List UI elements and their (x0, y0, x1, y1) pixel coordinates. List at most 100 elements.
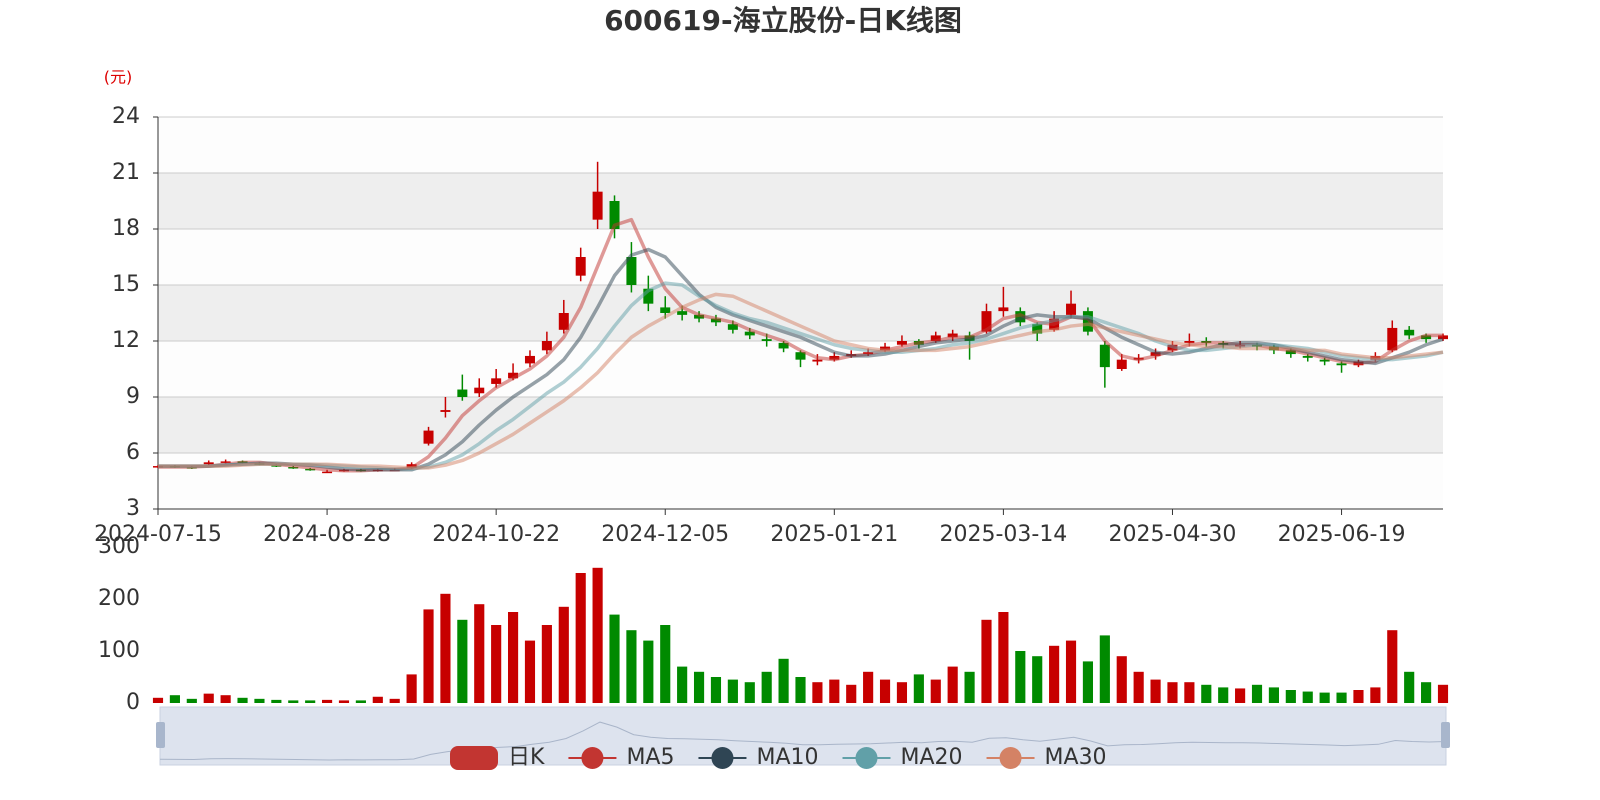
candle-body (491, 378, 502, 384)
volume-bar (338, 700, 350, 703)
legend-label: MA20 (901, 745, 963, 770)
volume-bar (1015, 651, 1026, 703)
candle-body (1066, 303, 1077, 315)
legend-item[interactable]: MA10 (698, 745, 819, 770)
volume-bar (288, 700, 299, 703)
candle-body (1336, 363, 1347, 366)
candle-body (710, 318, 721, 323)
volume-bar (1404, 671, 1415, 703)
volume-bar (169, 695, 180, 703)
split-area (158, 285, 1443, 341)
candle-body (1116, 359, 1127, 369)
volume-bar (541, 625, 552, 703)
ma-line (158, 292, 1444, 470)
x-tick-label: 2024-12-05 (601, 522, 729, 547)
volume-bar (1150, 679, 1161, 703)
candle-body (880, 346, 891, 351)
candle-body (1032, 324, 1043, 334)
candle-body (1438, 335, 1448, 340)
volume-bar (1049, 645, 1060, 703)
y-tick-label: 21 (112, 160, 140, 185)
volume-bar (1336, 692, 1347, 703)
volume-bar (677, 666, 688, 703)
candle-body (592, 191, 603, 220)
volume-bar (744, 682, 755, 703)
volume-bar (1319, 692, 1330, 703)
volume-bar (1421, 682, 1432, 703)
volume-bar (220, 695, 231, 703)
candle-body (626, 257, 637, 285)
volume-bar (778, 658, 789, 703)
volume-bar (913, 674, 924, 703)
data-zoom-slider[interactable] (156, 706, 1450, 766)
volume-bar (558, 606, 569, 703)
volume-bar (1251, 684, 1263, 703)
y-tick-label: 15 (112, 272, 140, 297)
split-area (158, 453, 1443, 509)
volume-bar (389, 698, 400, 703)
volume-bar (592, 567, 603, 703)
candle-body (203, 462, 214, 465)
volume-bar (710, 677, 722, 703)
x-tick-label: 2025-01-21 (770, 522, 898, 547)
candle-body (609, 201, 620, 229)
candle-body (947, 333, 958, 338)
y-tick-label: 24 (112, 104, 140, 129)
candle-body (981, 311, 992, 332)
slider-handle[interactable] (1441, 722, 1450, 748)
legend-item[interactable]: MA20 (842, 745, 963, 770)
slider-handle[interactable] (156, 722, 165, 748)
volume-bar (879, 679, 891, 703)
volume-bar (1201, 684, 1212, 703)
legend-swatch (581, 747, 604, 769)
legend-item[interactable]: 日K (450, 745, 545, 770)
y-tick-label: 9 (126, 384, 140, 409)
volume-bar (203, 693, 214, 703)
volume-bar (846, 684, 857, 703)
candle-body (1285, 350, 1296, 355)
legend-item[interactable]: MA5 (568, 745, 674, 770)
legend-swatch (999, 747, 1022, 769)
candle-body (474, 387, 485, 394)
volume-bar (372, 696, 383, 703)
legend-item[interactable]: MA30 (986, 745, 1107, 770)
candle-body (541, 341, 552, 351)
candle-body (322, 471, 333, 474)
split-area (158, 397, 1443, 453)
legend-label: MA10 (756, 745, 818, 770)
volume-bar (491, 625, 502, 703)
candle-body (761, 339, 772, 341)
candle-body (1150, 352, 1161, 356)
candle-body (660, 307, 671, 313)
candle-body (1404, 329, 1415, 336)
candle-body (998, 307, 1009, 312)
slider-data-line (159, 721, 1447, 761)
volume-bar (1082, 661, 1094, 703)
volume-bar (829, 679, 840, 703)
candle-body (1387, 327, 1398, 351)
volume-bar (1167, 682, 1178, 703)
candle-body (1302, 355, 1313, 358)
x-tick-label: 2024-07-15 (94, 522, 222, 547)
split-area (158, 117, 1443, 173)
y-tick-label: 12 (112, 328, 140, 353)
candle-body (440, 410, 451, 412)
volume-bar (727, 679, 738, 703)
candle-body (558, 313, 569, 330)
volume-bar (626, 630, 637, 703)
volume-bar (761, 671, 772, 703)
volume-bar (1370, 687, 1381, 703)
volume-bar (355, 700, 366, 703)
volume-bar (322, 699, 333, 703)
volume-bar (237, 697, 248, 703)
volume-bar (643, 640, 654, 703)
ma-line (158, 247, 1444, 472)
volume-bar (406, 674, 417, 703)
y-tick-label: 18 (112, 216, 140, 241)
legend-label: 日K (508, 745, 545, 770)
x-tick-label: 2025-04-30 (1109, 522, 1237, 547)
candle-body (220, 461, 231, 463)
volume-bar (964, 671, 975, 703)
x-tick-label: 2025-03-14 (939, 522, 1067, 547)
